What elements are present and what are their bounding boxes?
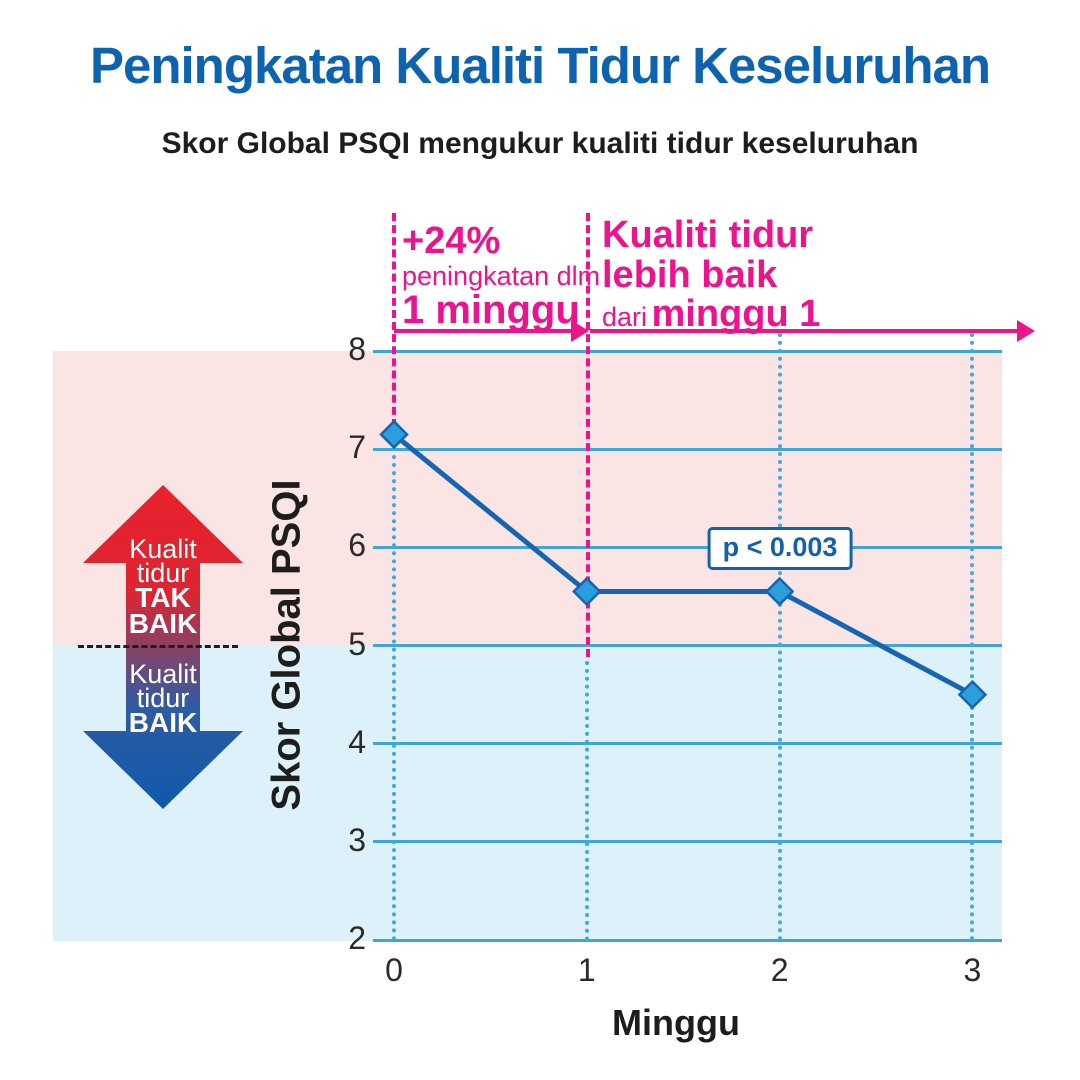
annotation-gain-line2: peningkatan dlm (402, 260, 601, 291)
x-tick-label-0: 0 (385, 952, 403, 988)
arrow-caption-good-line3: BAIK (128, 707, 198, 738)
page-title: Peningkatan Kualiti Tidur Keseluruhan (89, 37, 991, 94)
annotation-after-line3-bold: minggu 1 (651, 293, 821, 336)
y-tick-label-5: 5 (348, 625, 366, 662)
y-tick-label-4: 4 (348, 723, 366, 760)
after-week1-arrow-shaft (590, 329, 1018, 333)
annotation-after-line1: Kualiti tidur (602, 214, 814, 256)
gridline-y-8 (373, 349, 1002, 353)
y-tick-label-2: 2 (348, 920, 366, 957)
x-tick-label-2: 2 (770, 952, 789, 988)
y-tick-label-7: 7 (348, 429, 366, 466)
gridline-y-2 (373, 938, 1002, 942)
y-tick-label-8: 8 (348, 331, 366, 368)
arrow-caption-poor-line1: Kualit (129, 534, 197, 564)
arrow-caption-poor-line3: TAK (135, 582, 191, 613)
y-tick-label-3: 3 (348, 821, 366, 858)
annotation-after-line3-normal: dari (602, 302, 648, 333)
arrow-caption-poor: Kualit tidur TAK BAIK (83, 534, 243, 639)
gridline-y-4 (373, 742, 1002, 746)
arrow-caption-good: Kualit tidur BAIK (83, 659, 243, 738)
week0-dashed-guide (392, 213, 396, 427)
arrow-caption-good-line1: Kualit (129, 659, 197, 689)
week0-1-arrow-shaft (394, 329, 572, 333)
threshold-dashed-line (78, 645, 238, 648)
x-tick-label-3: 3 (963, 952, 982, 988)
annotation-after-line2: lebih baik (602, 253, 778, 296)
y-tick-label-6: 6 (348, 527, 366, 564)
week2-dotted-guide (777, 333, 782, 941)
week0-dotted-guide (392, 447, 396, 941)
week3-dotted-guide (970, 333, 975, 941)
gridline-y-7 (373, 447, 1002, 451)
gridline-y-5 (373, 644, 1002, 647)
arrow-caption-poor-line4: BAIK (128, 608, 198, 639)
week0-1-arrow-head (571, 320, 589, 342)
annotation-after-week1: Kualiti tidur lebih baik dari minggu 1 (602, 214, 821, 336)
arrow-caption-good-line2: tidur (136, 683, 190, 713)
arrow-caption-poor-line2: tidur (136, 558, 190, 588)
p-value-badge: p < 0.003 (707, 527, 853, 570)
annotation-gain-percent: +24% (402, 220, 501, 262)
gridline-y-3 (373, 840, 1002, 844)
week1-dotted-guide (584, 661, 589, 941)
y-axis-title: Skor Global PSQI (264, 479, 309, 811)
x-axis-title: Minggu (612, 1002, 740, 1043)
annotation-week1-gain: +24% peningkatan dlm 1 minggu (402, 220, 601, 332)
after-week1-arrow-head (1017, 320, 1035, 342)
page-subtitle: Skor Global PSQI mengukur kualiti tidur … (161, 127, 919, 160)
annotation-after-line3: dari minggu 1 (602, 293, 821, 336)
annotation-gain-line3: 1 minggu (402, 287, 580, 332)
gridline-y-6 (373, 545, 1002, 549)
x-tick-label-1: 1 (577, 952, 596, 988)
